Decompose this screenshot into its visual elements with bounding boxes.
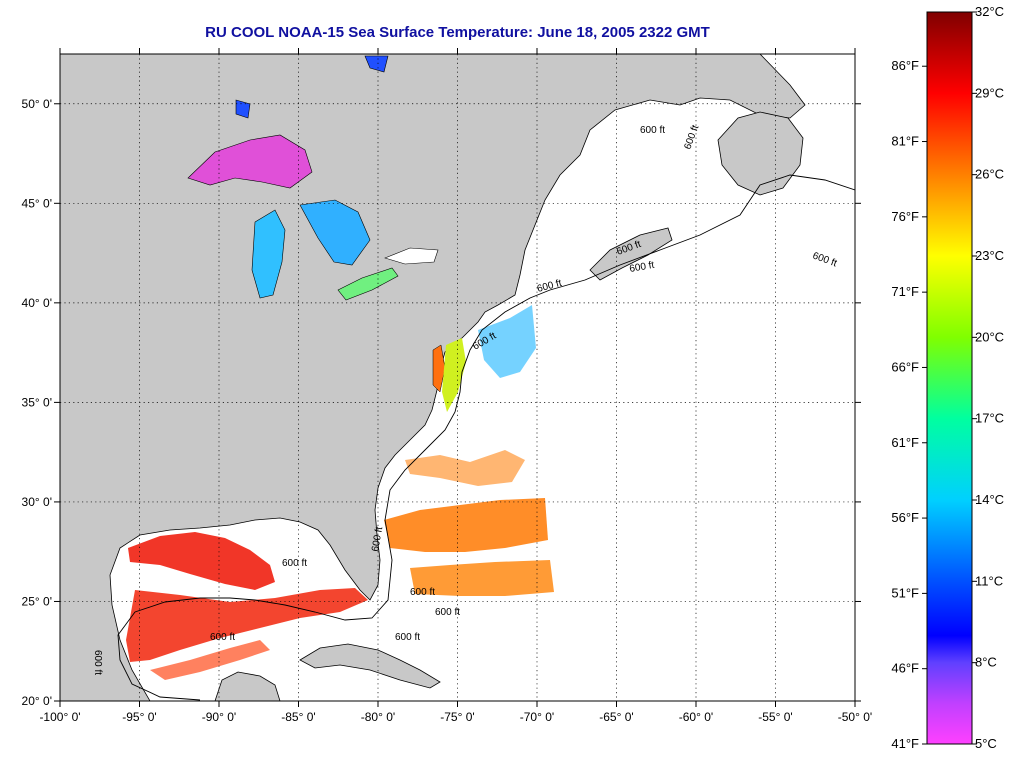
colorbar-label-fahrenheit: 61°F (891, 435, 919, 450)
lon-tick-label: -55° 0' (758, 710, 792, 724)
colorbar-label-celsius: 20°C (975, 329, 1004, 344)
atlantic-swath-3 (405, 450, 525, 486)
contour-label: 600 ft (410, 587, 435, 598)
lat-tick-label: 30° 0' (22, 495, 52, 509)
contour-label: 600 ft (282, 558, 307, 569)
lat-tick-label: 35° 0' (22, 395, 52, 409)
gulf-swath-north (128, 532, 275, 590)
lake-ontario (384, 247, 439, 265)
lake-nipigon (235, 99, 251, 119)
atlantic-swath-2 (410, 560, 554, 596)
colorbar-label-fahrenheit: 51°F (891, 585, 919, 600)
great-lakes (187, 55, 439, 301)
colorbar-label-celsius: 26°C (975, 167, 1004, 182)
map-axes: -100° 0' -95° 0' -90° 0' -85° 0' -80° 0' -75°… (22, 48, 872, 724)
contour-label: 600 ft (210, 632, 235, 643)
contour-label: 600 ft (435, 607, 460, 618)
lon-tick-label: -60° 0' (679, 710, 713, 724)
colorbar-label-celsius: 14°C (975, 492, 1004, 507)
contour-label: 600 ft (629, 260, 656, 275)
colorbar-label-fahrenheit: 81°F (891, 134, 919, 149)
contour-label: 600 ft (640, 125, 665, 136)
colorbar-label-celsius: 17°C (975, 411, 1004, 426)
gulf-swath-middle (126, 588, 368, 662)
contour-label: 600 ft (395, 632, 420, 643)
gulf-swath-south (150, 640, 270, 680)
lon-tick-label: -90° 0' (202, 710, 236, 724)
colorbar-label-celsius: 23°C (975, 248, 1004, 263)
lon-tick-label: -95° 0' (122, 710, 156, 724)
land-cuba (299, 643, 441, 689)
colorbar-label-fahrenheit: 41°F (891, 736, 919, 751)
land-newfoundland (717, 111, 804, 196)
lake-top (364, 55, 389, 73)
chesapeake-bay (432, 344, 446, 393)
lon-tick-label: -70° 0' (520, 710, 554, 724)
lat-tick-label: 25° 0' (22, 594, 52, 608)
colorbar-label-fahrenheit: 76°F (891, 209, 919, 224)
lon-tick-label: -80° 0' (361, 710, 395, 724)
lake-michigan (251, 209, 286, 299)
lake-erie (337, 267, 399, 301)
colorbar-label-celsius: 29°C (975, 85, 1004, 100)
lat-tick-label: 40° 0' (22, 296, 52, 310)
lat-tick-label: 20° 0' (22, 694, 52, 708)
atlantic-swath-1 (384, 498, 548, 552)
colorbar-label-fahrenheit: 86°F (891, 58, 919, 73)
gulf-stream-blue (478, 305, 536, 378)
colorbar-gradient (926, 11, 973, 745)
colorbar-label-fahrenheit: 71°F (891, 284, 919, 299)
lon-tick-label: -85° 0' (281, 710, 315, 724)
colorbar-label-celsius: 5°C (975, 736, 997, 751)
lon-tick-label: -65° 0' (599, 710, 633, 724)
lon-tick-label: -100° 0' (39, 710, 80, 724)
lake-huron (299, 199, 371, 266)
lake-superior (187, 134, 313, 189)
colorbar-label-celsius: 11°C (975, 573, 1003, 588)
land-yucatan (214, 671, 281, 701)
lon-tick-label: -50° 0' (838, 710, 872, 724)
land-nova-scotia (589, 227, 673, 281)
lat-tick-label: 45° 0' (22, 196, 52, 210)
lat-tick-label: 50° 0' (22, 97, 52, 111)
sst-swaths (126, 305, 554, 680)
lon-tick-label: -75° 0' (440, 710, 474, 724)
colorbar-label-celsius: 32°C (975, 4, 1004, 19)
colorbar-label-celsius: 8°C (975, 655, 997, 670)
colorbar: 32°C 29°C 26°C 23°C 20°C 17°C 14°C 11°C 8°C 5°C 86… (891, 4, 1004, 751)
colorbar-label-fahrenheit: 46°F (891, 661, 919, 676)
graticule (60, 54, 855, 701)
contour-label: 600 ft (92, 650, 103, 675)
colorbar-label-fahrenheit: 66°F (891, 359, 919, 374)
delmarva-coastal-sst (442, 338, 466, 412)
map-title: RU COOL NOAA-15 Sea Surface Temperature:… (205, 24, 710, 41)
land-north-america (60, 54, 806, 701)
colorbar-label-fahrenheit: 56°F (891, 510, 919, 525)
contour-label: 600 ft (370, 526, 385, 553)
